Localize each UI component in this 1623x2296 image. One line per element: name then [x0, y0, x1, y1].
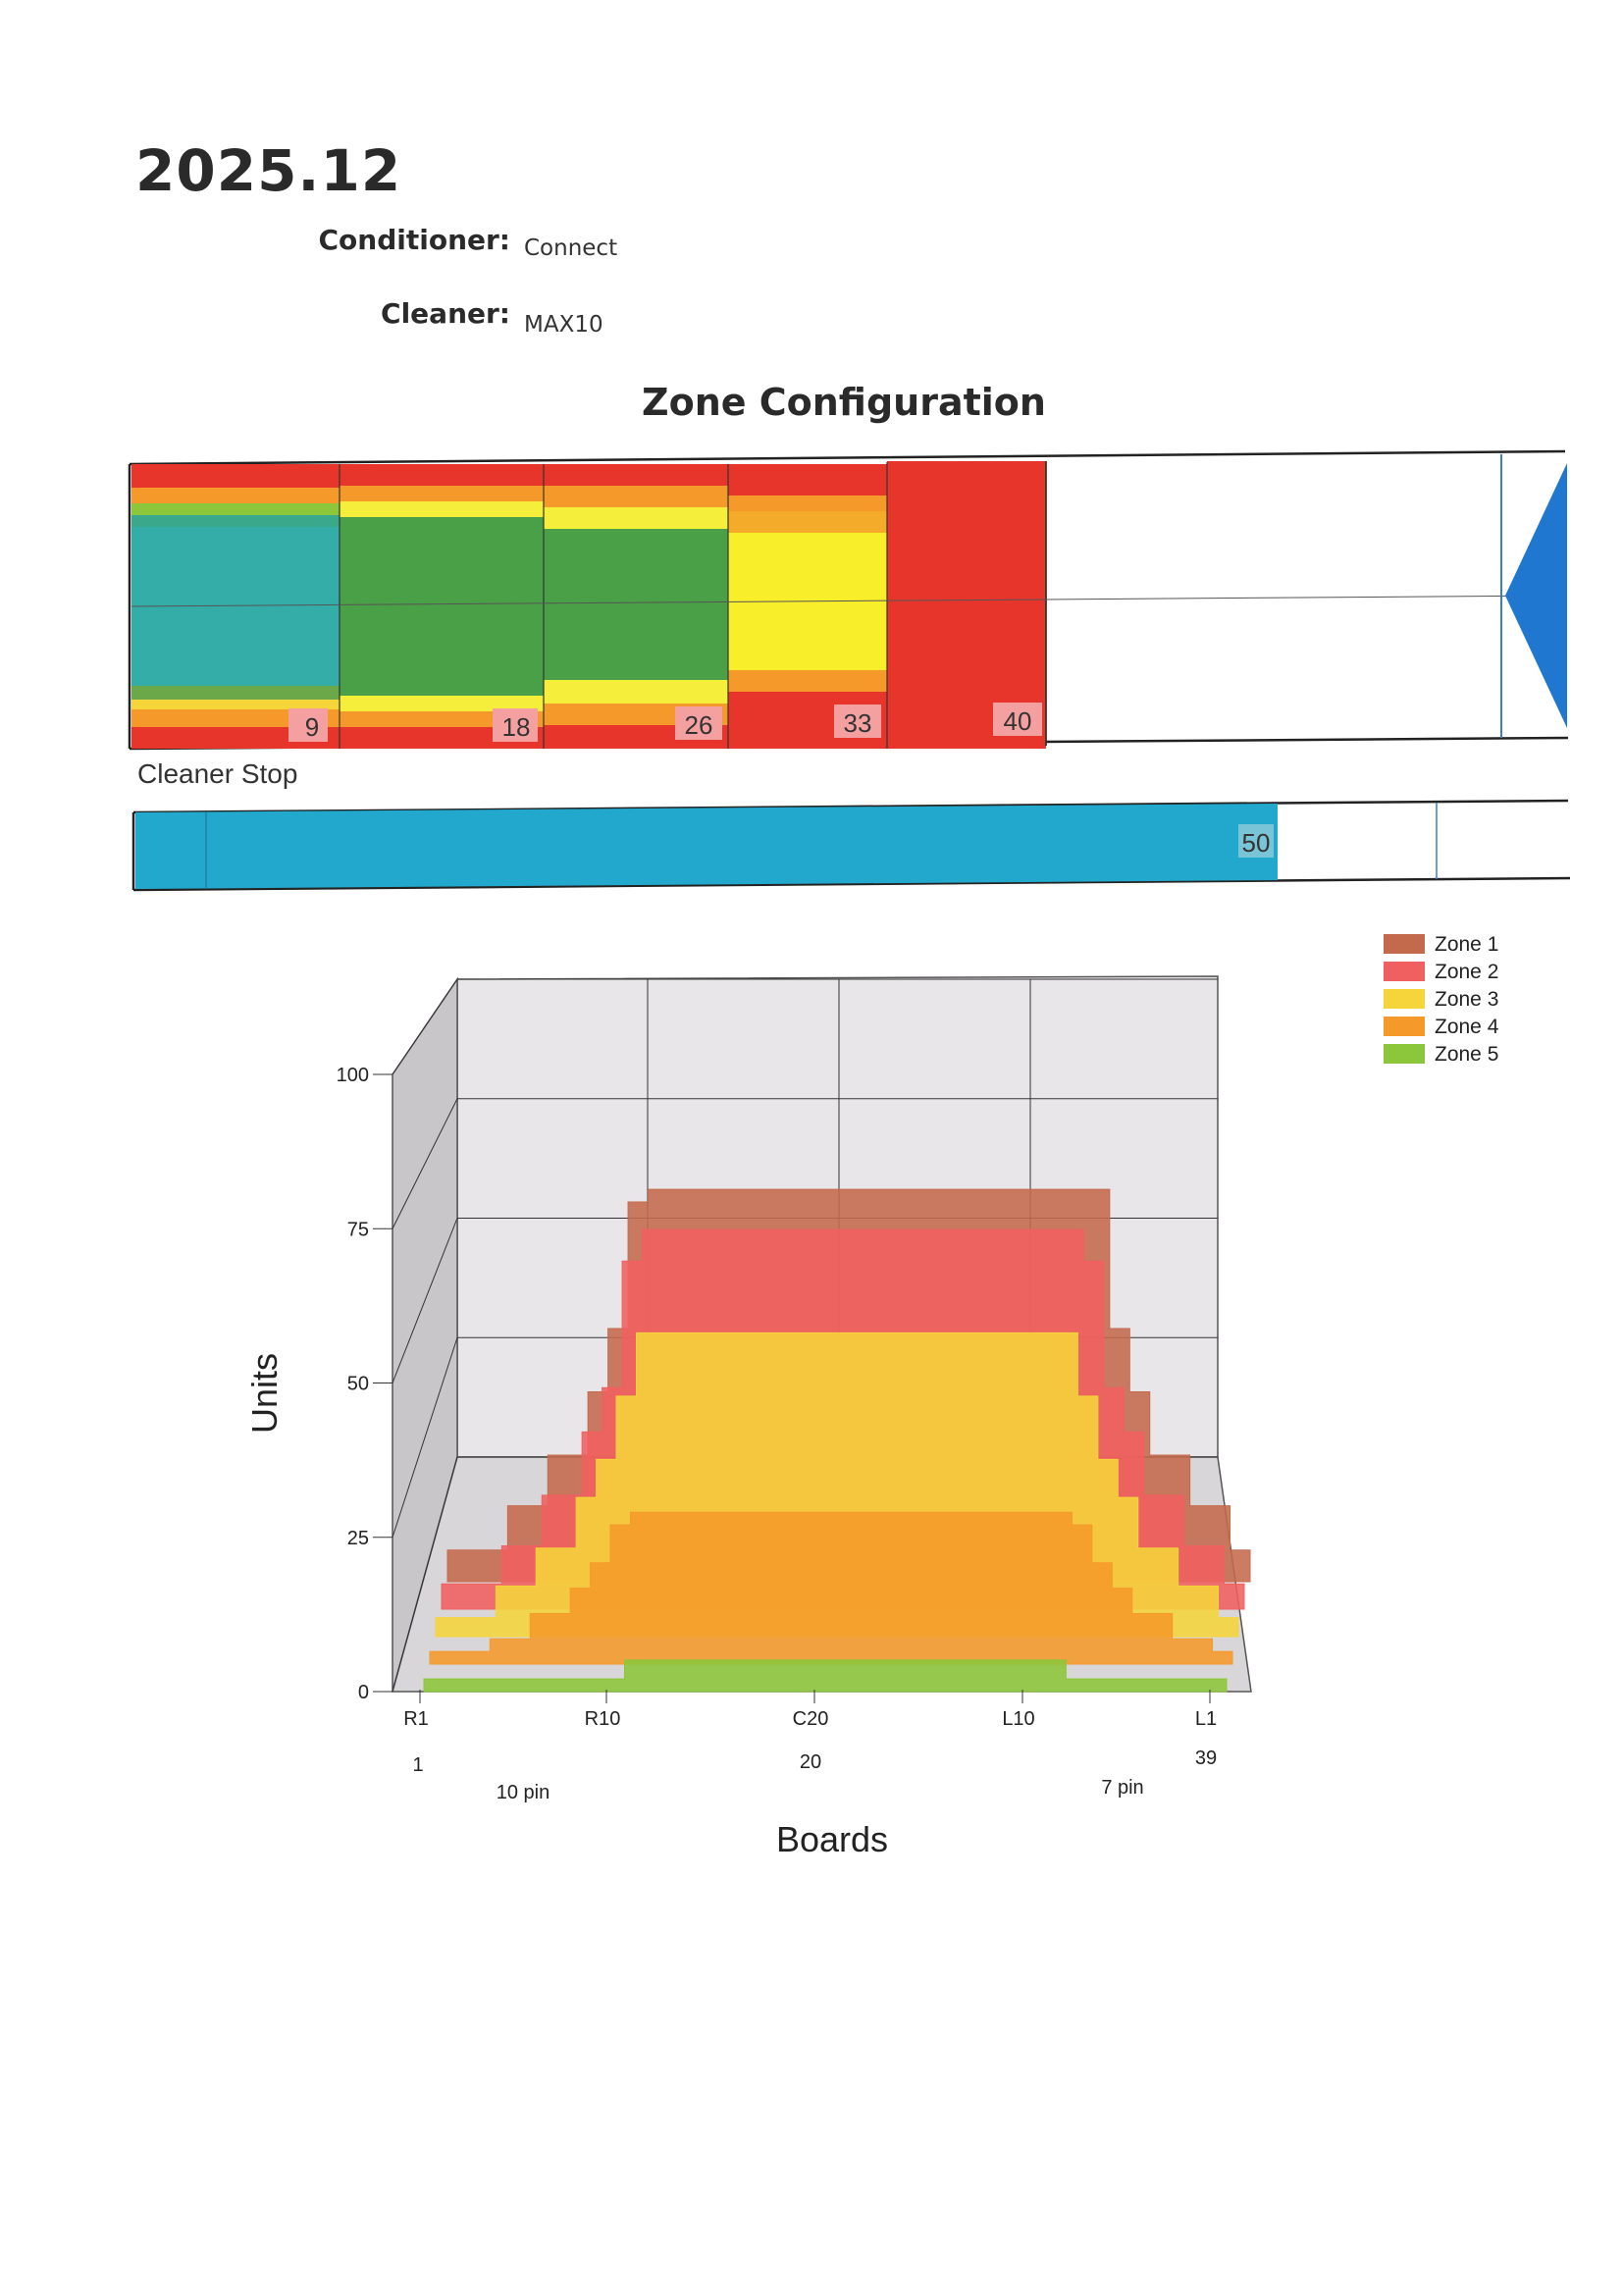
zone-marker-40: 40: [1004, 706, 1032, 736]
cleaner-stop-label: Cleaner Stop: [137, 758, 298, 789]
x-board-label: 1: [412, 1754, 423, 1776]
grid-line-side: [392, 1456, 458, 1693]
position-triangle-icon: [1505, 463, 1567, 728]
zone-marker-18: 18: [502, 712, 531, 742]
y-tick-label: 50: [347, 1374, 369, 1395]
zone-configuration-title: Zone Configuration: [642, 381, 1046, 424]
zone-segment-5: [887, 461, 1046, 749]
conditioner-value: Connect: [524, 235, 618, 261]
chart-legend: Zone 1 Zone 2 Zone 3 Zone 4 Zone 5: [1384, 933, 1499, 1066]
x-board-label: 39: [1195, 1748, 1217, 1769]
zone-segment-2: [340, 464, 544, 749]
cleaner-stop-value: 50: [1242, 828, 1271, 858]
document-title: 2025.12: [135, 137, 402, 204]
legend-swatch: [1384, 989, 1425, 1009]
cleaner-stop-bar: 50: [131, 799, 1571, 892]
series-area-zone-4: [429, 1511, 1233, 1665]
zone-profile-chart: 0 25 50 75 100 Units Boards 10 pin 7 pin R1 R…: [244, 933, 1499, 1859]
zone-configuration-strip: 9 18 26 33 40 50: [128, 449, 1571, 892]
zone-marker-33: 33: [844, 708, 872, 738]
chart-axes: Units Boards 10 pin 7 pin R1 R10 C20 L10 L1 1…: [244, 1353, 1217, 1859]
zone-markers: 9 18 26 33 40: [288, 703, 1042, 742]
legend-label: Zone 3: [1435, 988, 1498, 1011]
legend-swatch: [1384, 1017, 1425, 1036]
annotation-7-pin: 7 pin: [1101, 1777, 1143, 1799]
x-tick-label: L1: [1195, 1708, 1217, 1730]
legend-swatch: [1384, 1044, 1425, 1064]
x-tick-label: R10: [585, 1708, 621, 1730]
zone-marker-26: 26: [685, 710, 713, 740]
annotation-10-pin: 10 pin: [497, 1782, 550, 1803]
y-tick-label: 0: [358, 1682, 369, 1703]
legend-label: Zone 1: [1435, 933, 1498, 956]
zone-marker-9: 9: [305, 712, 319, 742]
cleaner-value: MAX10: [524, 312, 603, 338]
legend-label: Zone 5: [1435, 1043, 1498, 1066]
y-axis-title: Units: [244, 1353, 285, 1434]
grid-line-side: [392, 1337, 458, 1538]
y-tick-label: 25: [347, 1528, 369, 1549]
x-tick-label: L10: [1002, 1708, 1034, 1730]
cleaner-label: Cleaner:: [381, 297, 510, 330]
x-tick-label: R1: [403, 1708, 429, 1730]
y-tick-label: 75: [347, 1219, 369, 1240]
grid-line-side: [392, 978, 458, 1075]
legend-label: Zone 2: [1435, 961, 1498, 983]
series-area-zone-5: [423, 1659, 1228, 1693]
grid-line-side: [392, 1098, 458, 1229]
legend-label: Zone 4: [1435, 1016, 1499, 1038]
zone-segment-3: [544, 464, 728, 749]
x-axis-title: Boards: [776, 1819, 888, 1859]
x-board-label: 20: [800, 1751, 821, 1773]
legend-swatch: [1384, 934, 1425, 954]
legend-swatch: [1384, 962, 1425, 981]
conditioner-label: Conditioner:: [318, 224, 510, 256]
grid-line-side: [392, 1218, 458, 1383]
x-tick-label: C20: [793, 1708, 829, 1730]
chart-series-layer: [423, 1188, 1251, 1693]
y-tick-label: 100: [337, 1065, 369, 1086]
